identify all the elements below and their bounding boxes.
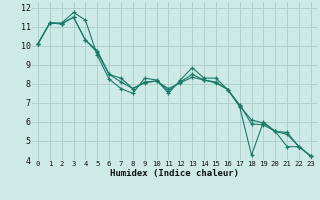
X-axis label: Humidex (Indice chaleur): Humidex (Indice chaleur) [110, 169, 239, 178]
